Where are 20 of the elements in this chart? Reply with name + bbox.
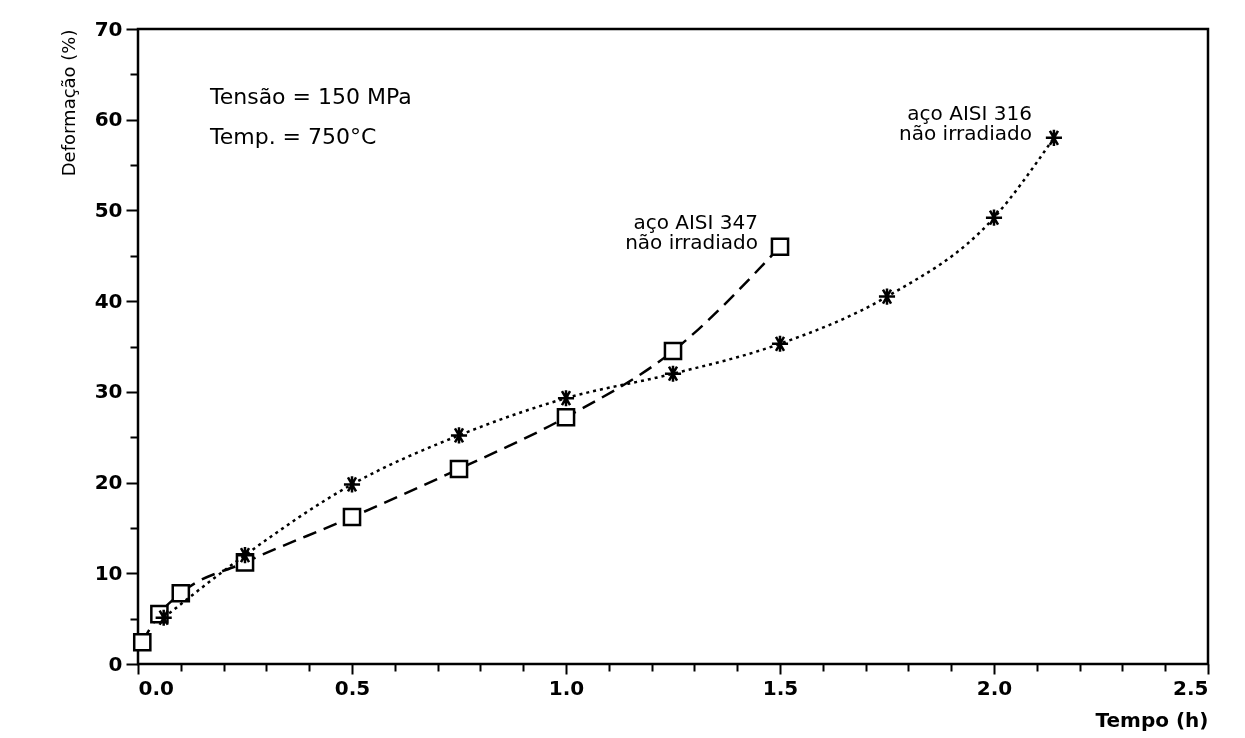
x-tick-label: 2.5 xyxy=(1173,675,1209,700)
y-tick-label: 70 xyxy=(94,16,123,41)
x-axis-title: Tempo (h) xyxy=(1095,707,1209,732)
y-axis-title: Deformação (%) xyxy=(57,29,79,177)
annotation: Tensão = 150 MPa xyxy=(209,84,412,109)
x-tick-label: 1.5 xyxy=(762,675,799,700)
y-tick-label: 30 xyxy=(94,379,123,404)
x-tick-label: 0.0 xyxy=(138,675,174,700)
series-label: aço AISI 347 não irradiado xyxy=(625,209,758,254)
y-tick-label: 0 xyxy=(108,651,123,676)
y-tick-label: 40 xyxy=(94,288,123,313)
y-tick-label: 60 xyxy=(94,107,123,132)
y-tick-label: 50 xyxy=(94,197,123,222)
x-tick-label: 2.0 xyxy=(976,675,1013,700)
annotation: Temp. = 750°C xyxy=(209,124,377,149)
x-tick-label: 1.0 xyxy=(548,675,585,700)
y-tick-label: 20 xyxy=(94,470,123,495)
y-tick-label: 10 xyxy=(94,560,123,585)
x-tick-label: 0.5 xyxy=(334,675,371,700)
series-label: aço AISI 316 não irradiado xyxy=(899,100,1032,145)
